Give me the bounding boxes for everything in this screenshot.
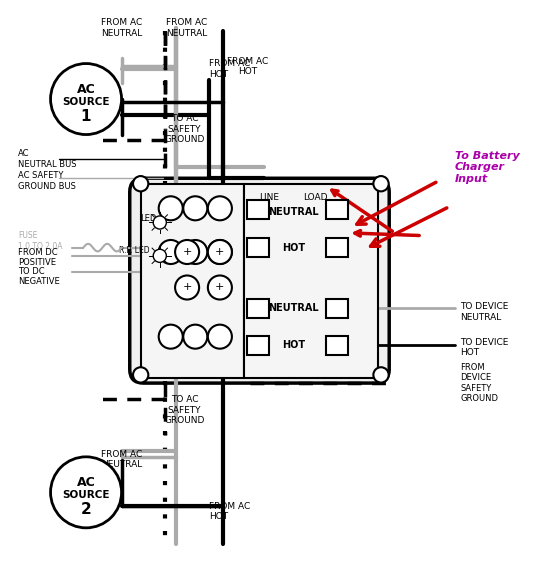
Circle shape [153, 250, 166, 262]
Text: FROM AC
NEUTRAL: FROM AC NEUTRAL [166, 18, 208, 38]
Circle shape [183, 240, 208, 264]
Circle shape [208, 196, 232, 220]
Circle shape [373, 367, 389, 382]
Circle shape [183, 196, 208, 220]
Text: TO DC
NEGATIVE: TO DC NEGATIVE [18, 267, 59, 286]
Bar [247, 239, 269, 258]
Bar [327, 299, 348, 318]
Circle shape [133, 367, 148, 382]
Bar [141, 184, 244, 378]
Bar [247, 299, 269, 318]
Circle shape [51, 64, 121, 135]
Text: 1: 1 [81, 109, 91, 124]
Text: TO AC
SAFETY
GROUND: TO AC SAFETY GROUND [164, 114, 205, 144]
Text: FROM DC
POSITIVE: FROM DC POSITIVE [18, 248, 58, 267]
Circle shape [208, 275, 232, 300]
Text: R.P. LED: R.P. LED [119, 247, 150, 255]
Circle shape [159, 196, 183, 220]
Circle shape [133, 176, 148, 191]
Circle shape [175, 275, 199, 300]
Circle shape [373, 176, 389, 191]
Text: NEUTRAL: NEUTRAL [268, 207, 319, 217]
Text: TO DEVICE
NEUTRAL: TO DEVICE NEUTRAL [460, 302, 508, 322]
Circle shape [159, 240, 183, 264]
Circle shape [183, 325, 208, 348]
Text: HOT: HOT [282, 243, 305, 253]
Text: AC: AC [77, 83, 96, 95]
Text: LINE: LINE [259, 193, 279, 202]
Text: FROM AC
NEUTRAL: FROM AC NEUTRAL [101, 450, 142, 469]
Text: FROM AC
HOT: FROM AC HOT [209, 502, 250, 521]
Bar [247, 200, 269, 219]
Text: 2: 2 [81, 503, 92, 518]
Text: SOURCE: SOURCE [62, 490, 110, 500]
Circle shape [175, 240, 199, 264]
Text: FROM AC
NEUTRAL: FROM AC NEUTRAL [101, 18, 142, 38]
Text: +: + [215, 247, 225, 257]
Circle shape [51, 457, 121, 528]
Circle shape [208, 325, 232, 348]
Text: LOAD: LOAD [303, 193, 328, 202]
Text: SOURCE: SOURCE [62, 97, 110, 107]
Text: NEUTRAL: NEUTRAL [268, 303, 319, 313]
Bar [247, 336, 269, 355]
Circle shape [208, 240, 232, 264]
Text: HOT: HOT [282, 340, 305, 350]
Text: AC: AC [77, 476, 96, 489]
Text: +: + [182, 282, 192, 293]
Bar [244, 184, 378, 378]
Text: TO AC
SAFETY
GROUND: TO AC SAFETY GROUND [164, 396, 205, 426]
Bar [327, 200, 348, 219]
FancyBboxPatch shape [130, 178, 389, 383]
Text: +: + [182, 247, 192, 257]
Circle shape [208, 240, 232, 264]
Text: LED: LED [140, 214, 156, 223]
Text: FUSE
1.0 TO 2.0A: FUSE 1.0 TO 2.0A [18, 231, 62, 251]
Circle shape [159, 325, 183, 348]
Text: TO DEVICE
HOT: TO DEVICE HOT [460, 338, 508, 357]
Text: AC SAFETY
GROUND BUS: AC SAFETY GROUND BUS [18, 171, 76, 191]
Bar [327, 239, 348, 258]
Text: AC
NEUTRAL BUS: AC NEUTRAL BUS [18, 150, 76, 169]
Text: FROM AC
HOT: FROM AC HOT [209, 59, 250, 79]
Text: To Battery
Charger
Input: To Battery Charger Input [455, 151, 519, 184]
Text: +: + [215, 282, 225, 293]
Circle shape [153, 216, 166, 229]
Text: FROM
DEVICE
SAFETY
GROUND: FROM DEVICE SAFETY GROUND [460, 363, 498, 403]
Text: FROM AC
HOT: FROM AC HOT [227, 56, 268, 76]
Bar [327, 336, 348, 355]
